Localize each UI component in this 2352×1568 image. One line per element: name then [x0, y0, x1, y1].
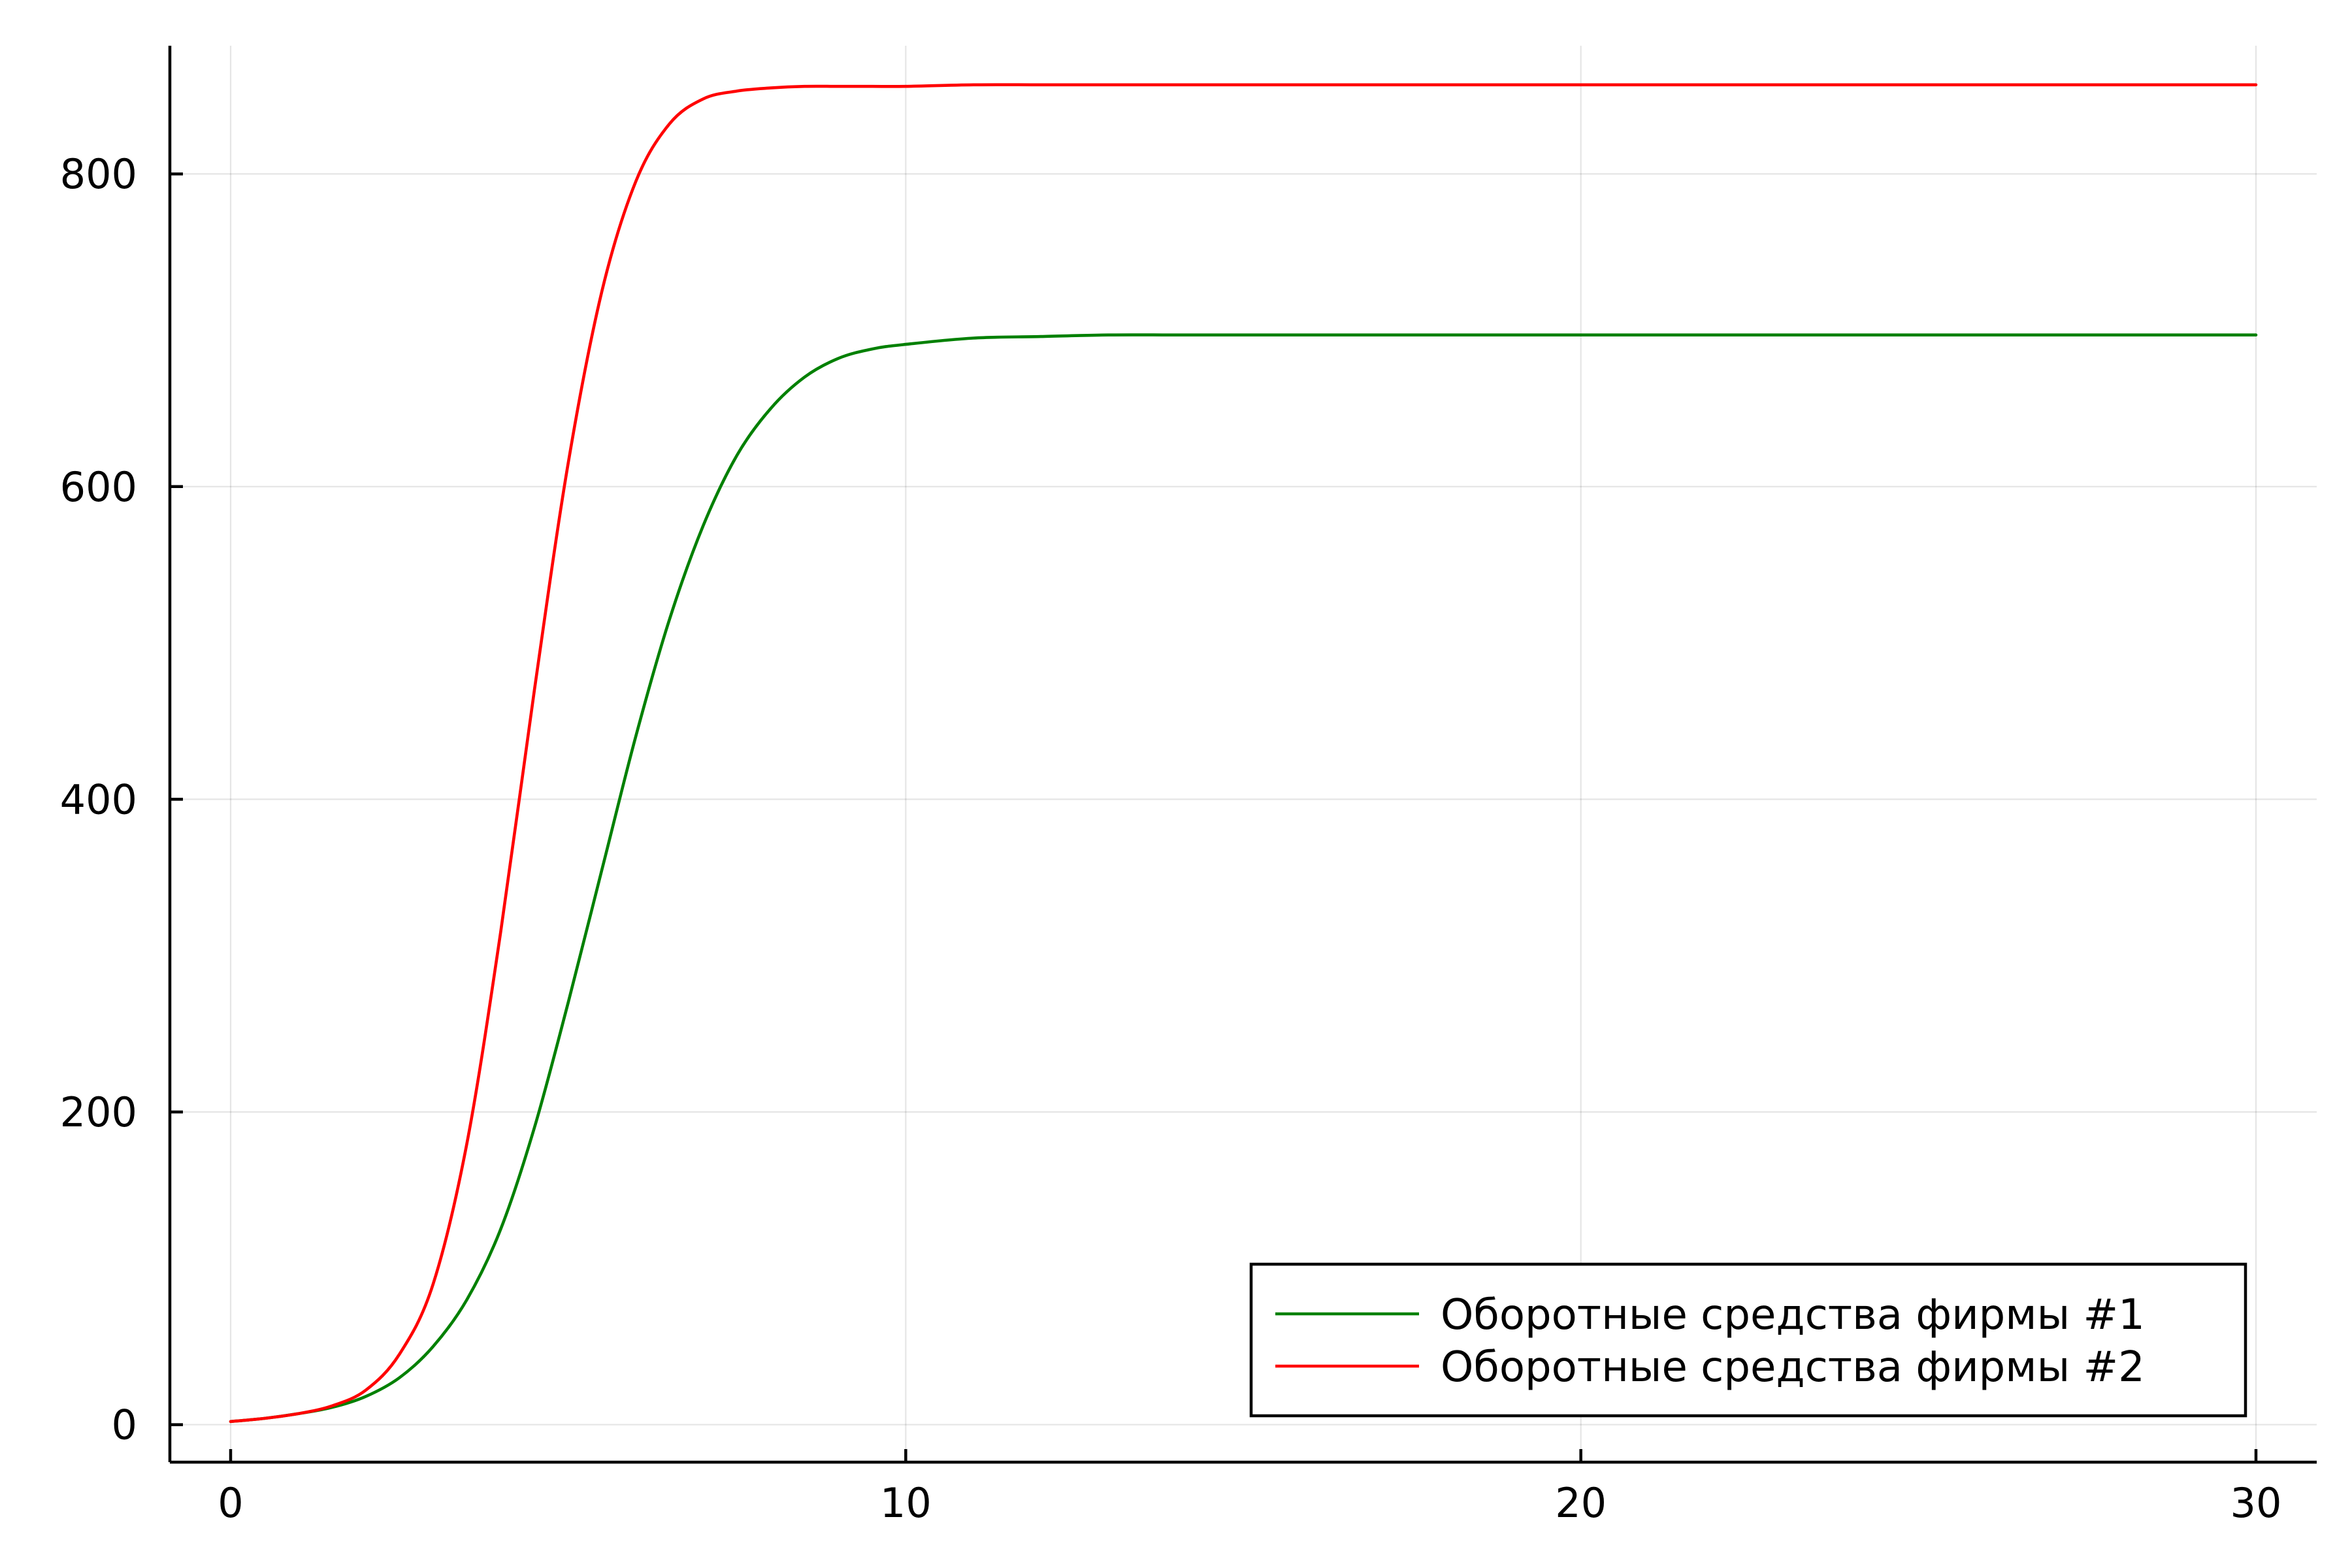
legend-label-series-1: Оборотные средства фирмы #1 [1441, 1291, 2145, 1339]
y-grid [170, 173, 2317, 1426]
legend-box [1249, 1262, 2247, 1418]
y-tick-label: 800 [60, 150, 137, 198]
y-tick-label: 200 [60, 1088, 137, 1136]
y-axis-ticks: 0 200 400 600 800 [60, 150, 183, 1449]
y-tick-label: 400 [60, 776, 137, 823]
x-axis-ticks: 0 10 20 30 [218, 1449, 2281, 1527]
x-grid [229, 46, 2257, 1462]
y-tick-label: 600 [60, 463, 137, 511]
x-tick-label: 10 [880, 1479, 932, 1527]
x-tick-label: 20 [1555, 1479, 1607, 1527]
legend: Оборотные средства фирмы #1 Оборотные ср… [1249, 1262, 2247, 1418]
series-line-1 [229, 333, 2258, 1424]
x-tick-label: 30 [2230, 1479, 2282, 1527]
y-tick-label: 0 [112, 1401, 137, 1449]
series-layer [229, 83, 2258, 1424]
legend-label-series-2: Оборотные средства фирмы #2 [1441, 1343, 2145, 1392]
x-tick-label: 0 [218, 1479, 243, 1527]
series-line-2 [229, 83, 2258, 1424]
